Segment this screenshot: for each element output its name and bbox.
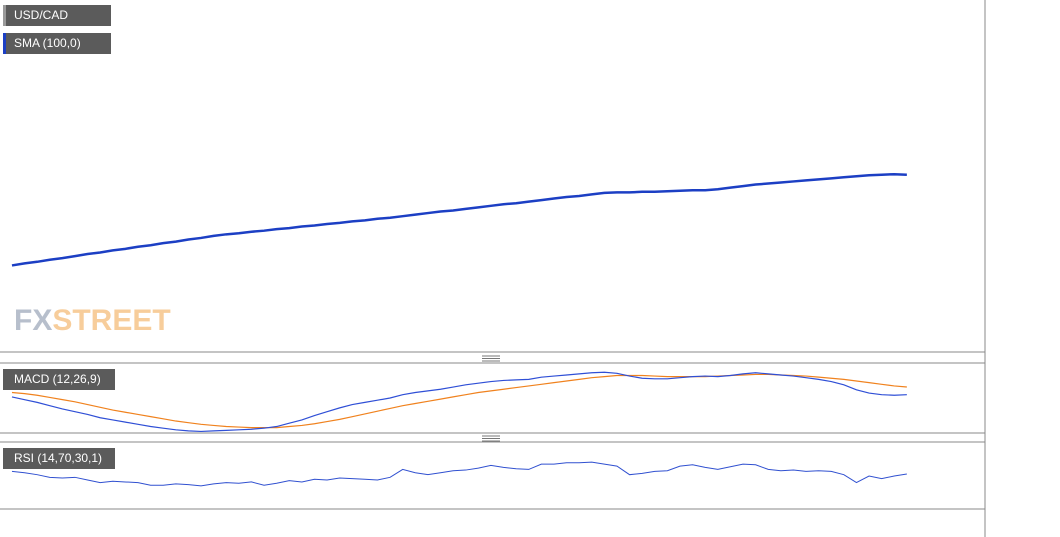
watermark-part: FX [14,304,52,337]
legend-rsi: RSI (14,70,30,1) [14,451,102,465]
panel-resize-handle[interactable] [482,435,500,442]
legend-symbol: USD/CAD [14,8,68,22]
legend-box[interactable] [3,448,115,469]
sma-line [11,172,907,267]
marks-layer [11,172,907,487]
signal-line [11,373,907,429]
legend-stripe [3,5,6,26]
legend-box[interactable] [3,369,115,390]
watermark-part: STREET [52,304,170,337]
legend-sma: SMA (100,0) [14,36,81,50]
legend-box[interactable] [3,5,111,26]
watermark: FXSTREET [14,304,171,337]
rsi-line [11,461,907,487]
legend-macd: MACD (12,26,9) [14,372,101,386]
macd-line [11,371,907,433]
legend-box[interactable] [3,33,111,54]
panel-resize-handle[interactable] [482,355,500,362]
legend-stripe [3,33,6,54]
overlay-layer: FXSTREET USD/CAD SMA (100,0) MACD (12,26… [0,0,986,537]
